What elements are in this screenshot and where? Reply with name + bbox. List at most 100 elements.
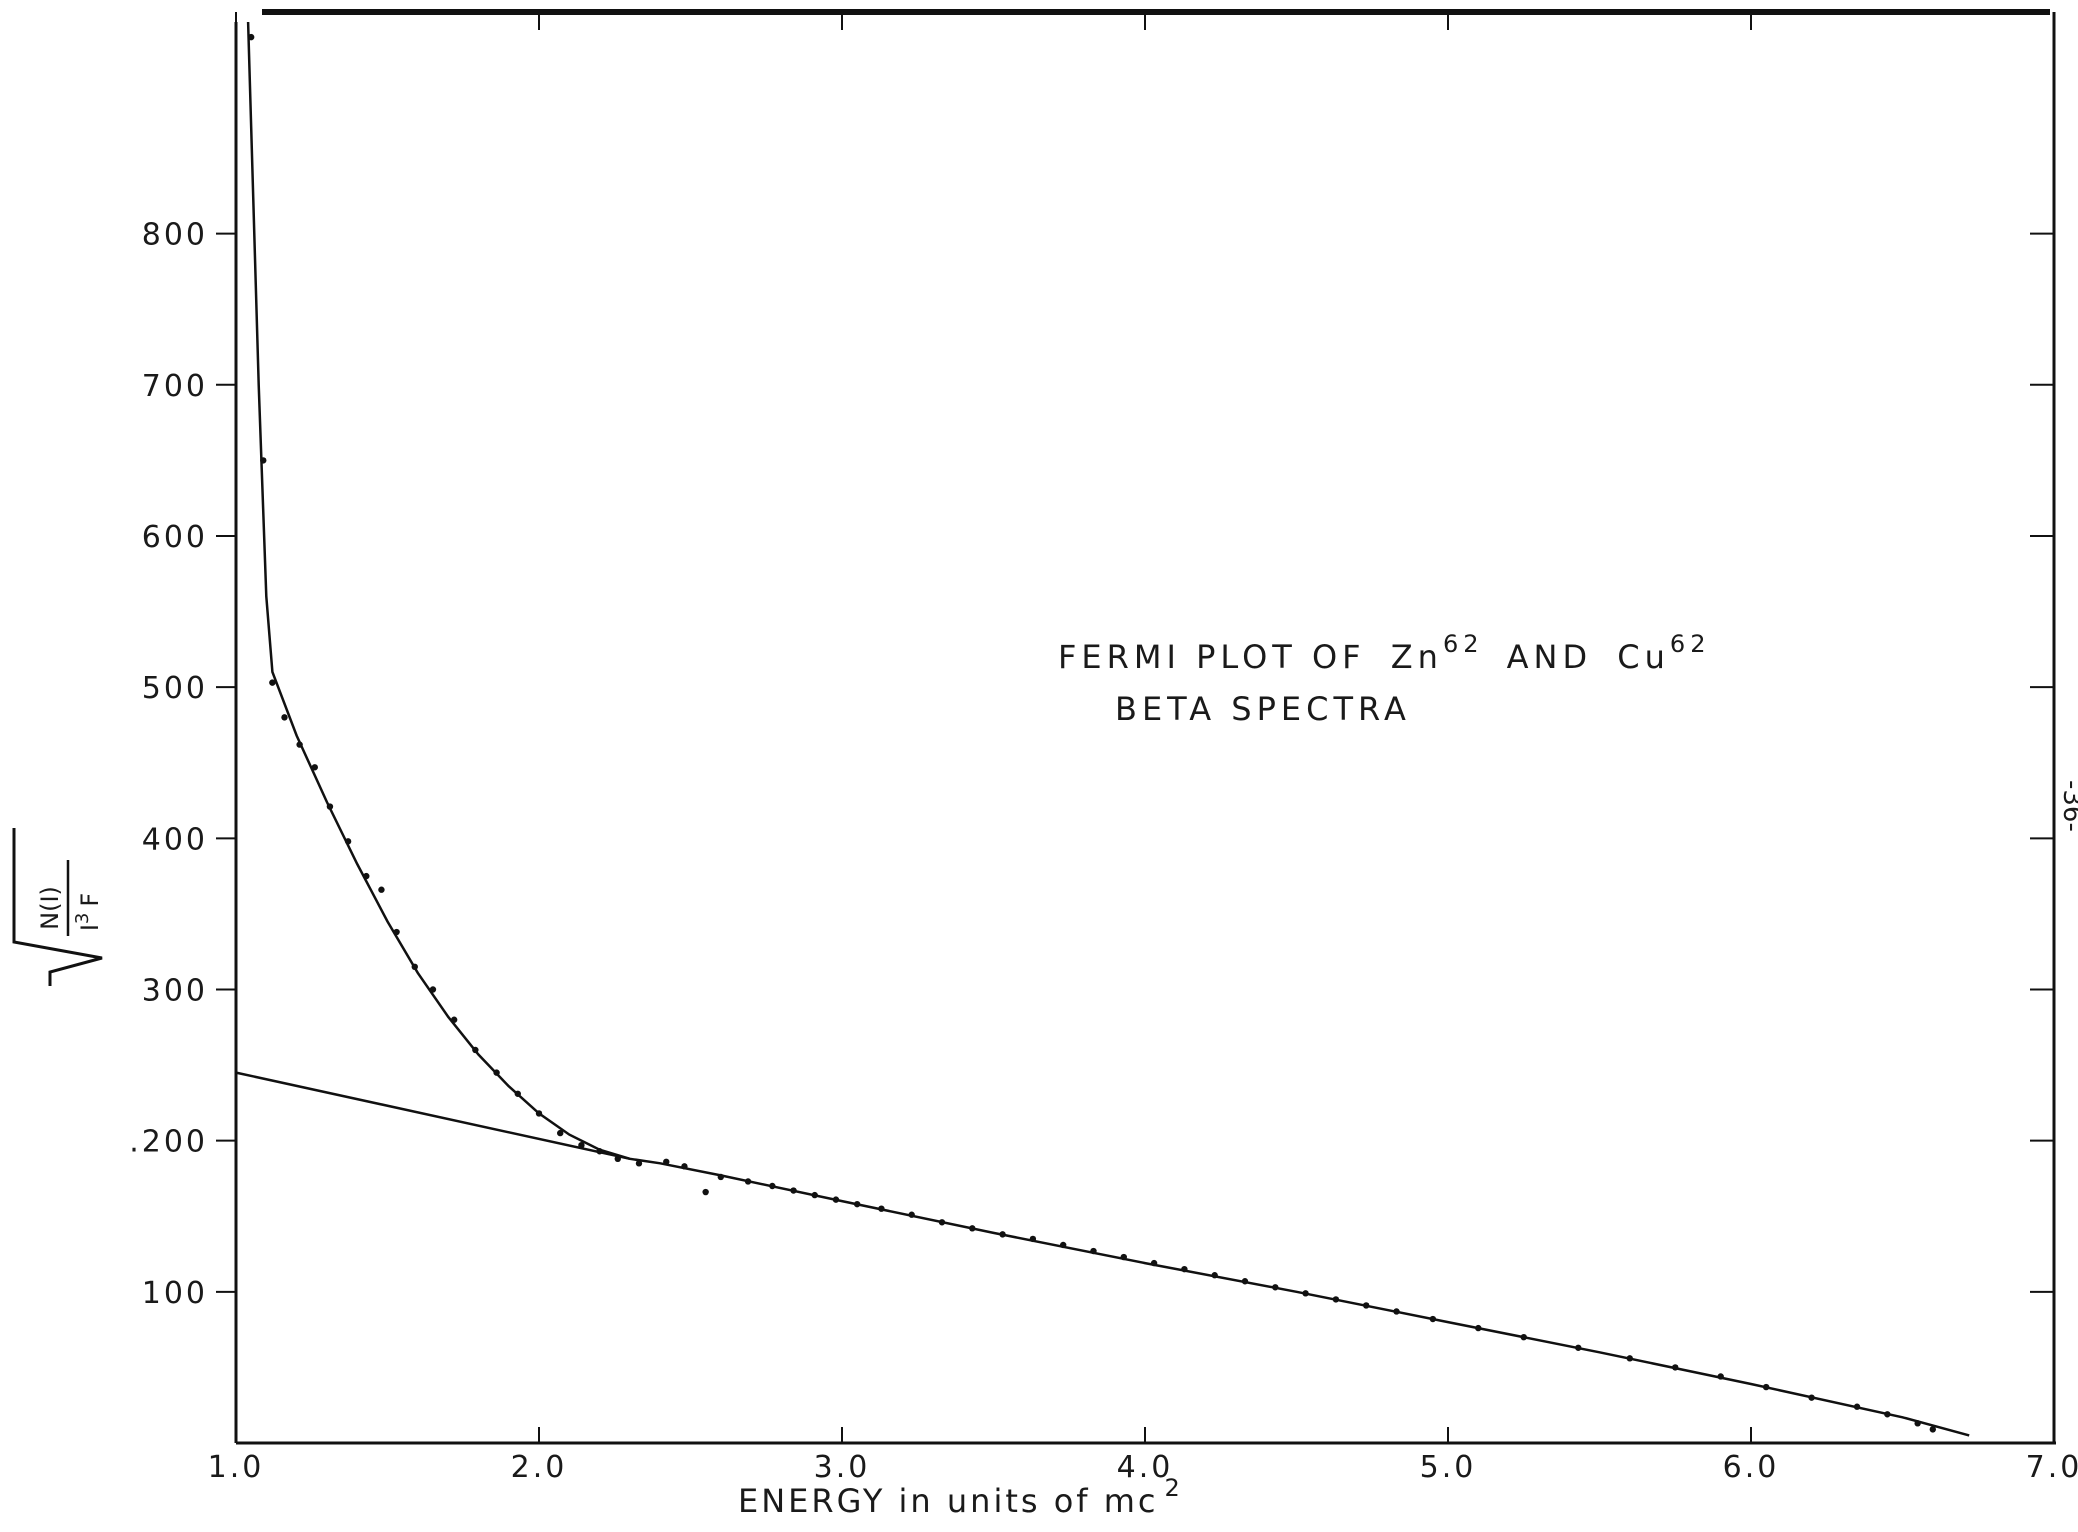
data-point	[1884, 1411, 1891, 1418]
y-label-numerator: N(I)	[36, 886, 64, 930]
data-point	[663, 1158, 670, 1166]
data-point	[790, 1187, 797, 1194]
data-point	[614, 1155, 621, 1163]
radical-sign	[12, 828, 103, 986]
data-point	[938, 1219, 946, 1226]
data-point	[493, 1069, 500, 1076]
title-and: AND	[1507, 638, 1592, 676]
data-point	[344, 838, 352, 845]
data-point	[269, 679, 276, 686]
data-point	[326, 803, 334, 810]
y-label-den-i: I	[76, 924, 104, 931]
data-point	[514, 1090, 521, 1097]
data-point	[1181, 1265, 1188, 1273]
fermi-fit-curve	[246, 21, 1970, 1437]
y-label-denominator: I3 F	[72, 893, 104, 931]
data-point	[247, 33, 255, 41]
y-tick-label: 700	[142, 369, 208, 404]
data-point	[1762, 1383, 1770, 1391]
data-point	[744, 1178, 752, 1185]
data-point	[681, 1163, 688, 1170]
data-point	[1272, 1284, 1279, 1291]
title-cu: Cu	[1617, 638, 1670, 676]
axis-ticks	[216, 12, 2055, 1443]
x-tick-label: 5.0	[1420, 1450, 1477, 1485]
y-tick-label: 600	[142, 520, 208, 555]
data-point	[1302, 1290, 1309, 1297]
x-tick-label: 2.0	[511, 1450, 568, 1485]
y-tick-label: 500	[142, 671, 208, 706]
chart-title-line2: BETA SPECTRA	[1115, 690, 1411, 728]
title-zn-superscript: 62	[1443, 630, 1484, 658]
y-tick-label: .200	[129, 1125, 208, 1160]
data-point	[1241, 1278, 1249, 1285]
y-axis-label: N(I) I3 F	[12, 828, 104, 986]
data-point	[1520, 1333, 1527, 1341]
data-point	[1929, 1426, 1937, 1433]
chart-title-line1: FERMI PLOT OF Zn62 AND Cu62	[1058, 622, 1710, 676]
x-tick-label: 7.0	[2026, 1450, 2078, 1485]
data-point	[811, 1191, 818, 1199]
data-point	[296, 741, 303, 748]
data-point	[853, 1200, 861, 1208]
data-point	[908, 1211, 915, 1218]
data-point	[635, 1160, 643, 1167]
data-point	[1429, 1315, 1437, 1323]
data-point	[1575, 1344, 1582, 1351]
title-cu-superscript: 62	[1670, 630, 1711, 658]
x-tick-label: 1.0	[208, 1450, 265, 1485]
y-label-den-superscript: 3	[72, 913, 93, 924]
data-point	[363, 872, 370, 880]
data-point	[1475, 1324, 1482, 1332]
x-axis-label: ENERGY in units of mc 2	[738, 1474, 1183, 1520]
title-prefix: FERMI PLOT OF	[1058, 638, 1366, 676]
data-point	[1332, 1296, 1340, 1303]
data-point	[1393, 1308, 1400, 1315]
x-tick-label: 6.0	[1723, 1450, 1780, 1485]
data-point	[535, 1110, 543, 1117]
y-label-den-f: F	[76, 893, 104, 907]
data-point	[393, 928, 400, 936]
data-point	[999, 1231, 1006, 1238]
data-point	[1150, 1259, 1158, 1267]
axis-tick-labels: 1.0 2.0 3.0 4.0 5.0 6.0 7.0 100 .200 300 400 500 600…	[129, 218, 2078, 1485]
data-point	[557, 1129, 564, 1137]
data-point	[1808, 1394, 1815, 1401]
data-point	[1672, 1364, 1679, 1371]
y-tick-label: 800	[142, 218, 208, 253]
data-point	[450, 1016, 458, 1023]
data-point	[1362, 1302, 1370, 1309]
y-tick-label: 100	[142, 1276, 208, 1311]
data-point	[717, 1173, 724, 1181]
data-point	[311, 764, 318, 771]
data-point	[1626, 1355, 1634, 1362]
x-tick-label: 4.0	[1117, 1450, 1174, 1485]
data-point	[969, 1225, 976, 1232]
title-zn: Zn	[1391, 638, 1443, 676]
data-point	[1029, 1235, 1037, 1243]
data-points	[247, 33, 1937, 1433]
data-point	[1090, 1247, 1097, 1255]
data-point	[472, 1046, 479, 1054]
data-point	[378, 886, 385, 893]
data-point	[1120, 1253, 1127, 1261]
data-point	[596, 1148, 603, 1155]
data-point	[578, 1141, 585, 1149]
data-point	[1717, 1373, 1724, 1380]
y-tick-label: 300	[142, 973, 208, 1008]
data-point	[429, 986, 437, 993]
x-axis-label-text: ENERGY in units of mc	[738, 1482, 1159, 1520]
page-number-mark: -36-	[2057, 780, 2078, 832]
x-axis-label-superscript: 2	[1165, 1474, 1183, 1502]
y-tick-label: 400	[142, 822, 208, 857]
data-point	[1059, 1241, 1067, 1249]
data-point	[832, 1196, 840, 1203]
data-point	[411, 963, 418, 971]
data-point	[702, 1188, 709, 1196]
data-point	[281, 714, 288, 721]
data-point	[769, 1182, 776, 1190]
x-tick-label: 3.0	[814, 1450, 871, 1485]
data-point	[1853, 1403, 1861, 1410]
